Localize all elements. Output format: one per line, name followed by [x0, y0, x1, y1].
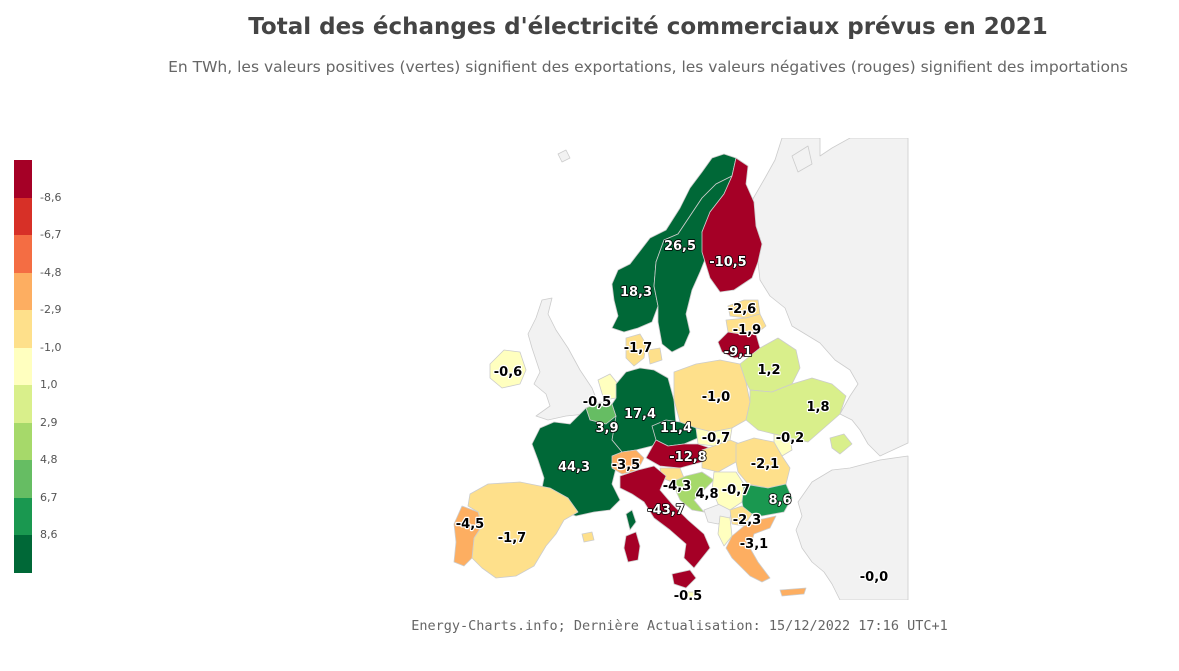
turkey-shape [795, 455, 909, 601]
finland-shape [701, 157, 763, 293]
map-value-label-sweden: 26,5 [664, 239, 696, 254]
map-svg: 18,3 26,5 -10,5 -2,6 -1,9 -9,1 -1,7 -0,6 -0,5 3,9… [453, 137, 909, 605]
chart-footer: Energy-Charts.info; Dernière Actualisati… [411, 618, 948, 634]
map-value-label-finland: -10,5 [709, 255, 746, 270]
map-labels: 18,3 26,5 -10,5 -2,6 -1,9 -9,1 -1,7 -0,6 -0,5 3,9… [455, 238, 890, 605]
greece-shape [725, 515, 777, 583]
malta-shape [687, 591, 695, 598]
map-value-label-hungary: -2,1 [751, 457, 779, 472]
france-shape [531, 407, 623, 517]
belarus-shape [739, 337, 801, 393]
map-value-label-germany: 17,4 [624, 407, 656, 422]
albania-shape [717, 515, 733, 547]
legend-label: 1,0 [40, 378, 58, 391]
legend-label: 6,7 [40, 490, 58, 504]
spain-shape [467, 481, 579, 579]
portugal-shape [453, 505, 483, 567]
map-value-label-spain: -1,7 [498, 531, 526, 546]
uk-shape [527, 297, 601, 421]
sardinia-shape [623, 531, 641, 563]
map-value-label-norway: 18,3 [620, 285, 652, 300]
map-value-label-ireland: -0,6 [494, 365, 522, 380]
legend-swatch [14, 422, 32, 460]
legend-swatch [14, 497, 32, 535]
legend-swatch [14, 385, 32, 423]
map-value-label-estonia: -2,6 [728, 302, 756, 317]
legend-swatch [14, 535, 32, 573]
legend-swatch [14, 235, 32, 273]
legend-label: -6,7 [40, 228, 62, 241]
map-value-label-malta: -0,5 [674, 589, 702, 600]
chart-title: Total des échanges d'électricité commerc… [248, 14, 1048, 40]
chart-subtitle: En TWh, les valeurs positives (vertes) s… [168, 58, 1128, 76]
map-value-label-italy: -43,7 [647, 503, 684, 518]
map-value-label-moldova: -0,2 [776, 431, 804, 446]
crimea-shape [829, 433, 853, 455]
legend-label: -1,0 [40, 340, 62, 354]
map-value-label-belarus: 1,2 [757, 363, 780, 378]
map-value-label-czechia: 11,4 [660, 421, 692, 436]
kola-islands-shape [791, 145, 813, 173]
legend-label: 8,6 [40, 528, 58, 541]
italy-shape [619, 465, 711, 569]
north-macedonia-shape [729, 505, 753, 527]
legend-swatch [14, 272, 32, 310]
color-legend: -8,6 -6,7 -4,8 -2,9 -1,0 1,0 2,9 4,8 6,7 8,6 [14, 160, 84, 573]
map-value-label-north-macedonia: -2,3 [733, 513, 761, 528]
legend-swatch [14, 310, 32, 348]
map-value-label-lithuania: -9,1 [724, 345, 752, 360]
corsica-shape [625, 509, 637, 531]
denmark-shape [625, 333, 647, 367]
crete-shape [779, 587, 807, 597]
map-value-label-latvia: -1,9 [733, 323, 761, 338]
map-value-label-denmark: -1,7 [624, 341, 652, 356]
map-value-label-austria: -12,8 [669, 450, 706, 465]
legend-swatch [14, 460, 32, 498]
legend-label: -4,8 [40, 265, 62, 279]
map-value-label-slovakia: -0,7 [702, 431, 730, 446]
map-value-label-switzerland: -3,5 [612, 458, 640, 473]
iceland-fragment-shape [557, 149, 571, 163]
map-value-label-poland: -1,0 [702, 390, 730, 405]
map-value-label-portugal: -4,5 [456, 517, 484, 532]
map-value-label-france: 44,3 [558, 460, 590, 475]
croatia-shape [671, 471, 715, 513]
legend-swatch [14, 197, 32, 235]
legend-label: 2,9 [40, 415, 58, 429]
legend-swatch [14, 160, 32, 198]
switzerland-shape [611, 449, 645, 475]
map-value-label-slovenia: -4,3 [663, 479, 691, 494]
denmark-island-shape [647, 347, 663, 365]
map-value-label-netherlands: -0,5 [583, 395, 611, 410]
map-value-label-croatia: 4,8 [695, 487, 718, 502]
map-value-label-ukraine: 1,8 [806, 400, 829, 415]
europe-map: 18,3 26,5 -10,5 -2,6 -1,9 -9,1 -1,7 -0,6 -0,5 3,9… [440, 137, 910, 605]
map-value-label-turkey: -0,0 [860, 570, 888, 585]
legend-label: 4,8 [40, 453, 58, 466]
map-value-label-serbia: -0,7 [722, 483, 750, 498]
serbia-shape [711, 471, 745, 511]
legend-label: -8,6 [40, 190, 62, 204]
map-value-label-greece: -3,1 [740, 537, 768, 552]
sicily-shape [671, 569, 697, 589]
map-value-label-bulgaria: 8,6 [768, 493, 791, 508]
map-value-label-belgium: 3,9 [595, 421, 618, 436]
bulgaria-shape [741, 483, 793, 517]
legend-swatch [14, 347, 32, 385]
balearic-shape [581, 531, 595, 543]
legend-label: -2,9 [40, 303, 62, 316]
ireland-shape [489, 349, 527, 389]
